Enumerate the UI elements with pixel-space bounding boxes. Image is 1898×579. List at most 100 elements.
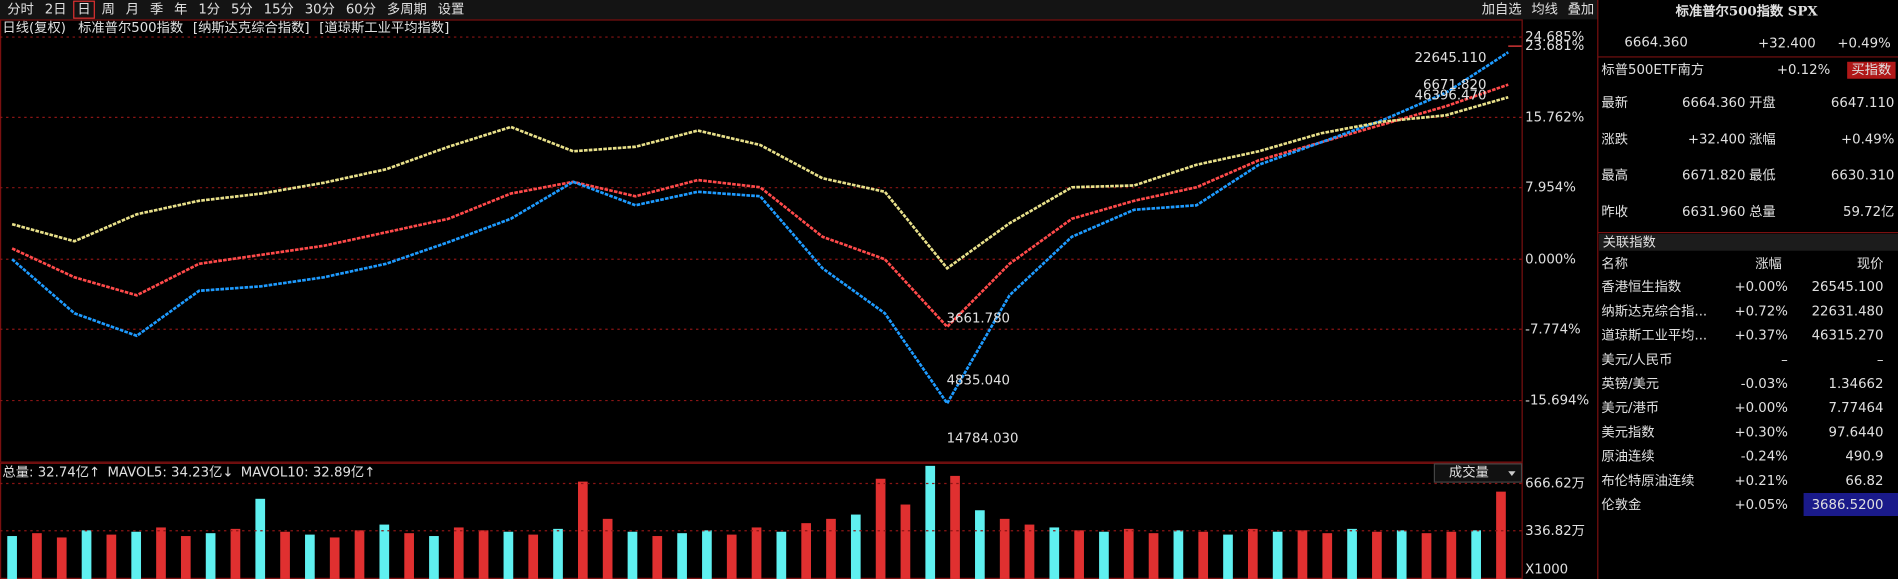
period-label: 日线(复权) [2,19,66,36]
toolbar-button[interactable]: 叠加 [1568,2,1595,18]
related-name: 美元/港币 [1601,400,1659,416]
related-change: +0.37% [1734,329,1787,344]
volume-bar [875,478,886,579]
volume-bar [1496,491,1506,579]
selector-box[interactable] [1433,463,1523,483]
quote-value: +0.49% [1841,132,1894,147]
legend-entry: [道琼斯工业平均指数] [319,20,449,36]
volume-bar [1446,531,1457,579]
series-line [11,95,1509,271]
related-price: 26545.100 [1812,280,1884,295]
y-tick-label: 24.685% [1525,30,1584,45]
volume-bar [156,527,166,579]
series-line [11,51,1509,406]
volume-bar [776,531,787,579]
volume-bar [1372,531,1382,579]
volume-bar [354,530,365,579]
volume-bar [726,534,737,579]
volume-header: MAVOL10: 32.89亿↑ [241,464,376,480]
related-change: +0.72% [1734,304,1787,319]
related-name: 道琼斯工业平均... [1601,328,1707,344]
toolbar-button[interactable]: 分时 [7,2,34,18]
volume-bar [975,510,985,579]
related-price: 3686.5200 [1812,498,1884,513]
quote-label: 最高 [1601,167,1628,184]
highlight [1803,492,1898,517]
volume-bar [453,527,464,579]
quote-value: 6630.310 [1831,169,1894,184]
y-tick-label: 666.62万 [1525,477,1585,492]
related-change: -0.24% [1741,450,1788,465]
volume-bar [999,518,1010,579]
related-change: – [1781,353,1788,368]
quote-label: 总量 [1749,204,1776,220]
related-price: 97.6440 [1828,425,1883,440]
panel-title: 标准普尔500指数 SPX [1675,3,1819,20]
chart-frame [0,19,1523,463]
toolbar-button[interactable]: 15分 [264,2,294,18]
volume-bar [131,531,142,579]
extreme-label: 3661.780 [947,312,1010,327]
buy-button-label[interactable]: 买指数 [1851,62,1891,78]
volume-bar [1198,531,1209,579]
volume-bar [1173,530,1184,579]
related-name: 香港恒生指数 [1601,279,1681,295]
toolbar-button[interactable]: 季 [150,2,163,18]
volume-bar [32,533,42,579]
legend-entry: 标准普尔500指数 [78,20,183,36]
y-tick-label: 336.82万 [1525,524,1585,539]
extreme-label: 22645.110 [1415,51,1487,66]
volume-bar [1297,530,1308,579]
related-change: +0.00% [1734,401,1787,416]
price: 6664.360 [1624,35,1687,50]
volume-bar [429,536,439,579]
toolbar-button[interactable]: 月 [126,3,139,18]
series-line [11,83,1509,329]
related-name: 布伦特原油连续 [1601,473,1694,489]
toolbar-button[interactable]: 60分 [346,2,376,18]
section-bg [1599,233,1898,251]
volume-bar [627,531,638,579]
y-tick-label: 15.762% [1525,110,1584,125]
toolbar-button[interactable]: 加自选 [1482,2,1522,18]
quote-value: 6671.820 [1682,169,1745,184]
toolbar-button[interactable]: 周 [102,3,115,18]
volume-bar [900,504,911,579]
quote-label: 涨跌 [1601,131,1628,147]
related-change: +0.00% [1734,280,1787,295]
volume-selector[interactable]: 成交量 [1449,463,1489,480]
related-change: +0.30% [1734,425,1787,440]
toolbar-button[interactable]: 30分 [305,2,335,18]
toolbar-button[interactable]: 多周期 [387,1,427,18]
related-price: – [1877,353,1884,368]
toolbar-button[interactable]: 年 [174,2,187,18]
related-change: +0.21% [1734,474,1787,489]
toolbar-button[interactable]: 均线 [1531,2,1558,18]
related-change: -0.03% [1741,377,1788,392]
toolbar-bg [0,0,1598,20]
volume-header: MAVOL5: 34.23亿↓ [107,464,233,480]
volume-bar [81,530,92,579]
quote-value: +32.400 [1688,132,1746,147]
related-name: 原油连续 [1601,449,1654,465]
toolbar-button[interactable]: 日 [77,3,90,18]
volume-bar [801,523,812,579]
volume-bar [56,537,67,579]
related-price: 1.34662 [1828,377,1883,392]
volume-bar [652,536,663,579]
toolbar-button[interactable]: 2日 [45,3,67,18]
volume-bar [329,537,340,579]
toolbar-button[interactable]: 5分 [231,2,253,18]
volume-bar [1024,524,1035,579]
toolbar-button[interactable]: 1分 [198,2,220,18]
buy-button[interactable] [1847,61,1896,79]
column-header: 名称 [1601,256,1628,272]
volume-bar [1347,528,1357,579]
volume-bar [379,524,390,579]
change: +32.400 [1758,37,1816,52]
quote-value: 6631.960 [1682,205,1745,220]
quote-value: 6647.110 [1831,96,1894,111]
toolbar-button[interactable]: 设置 [438,2,465,18]
